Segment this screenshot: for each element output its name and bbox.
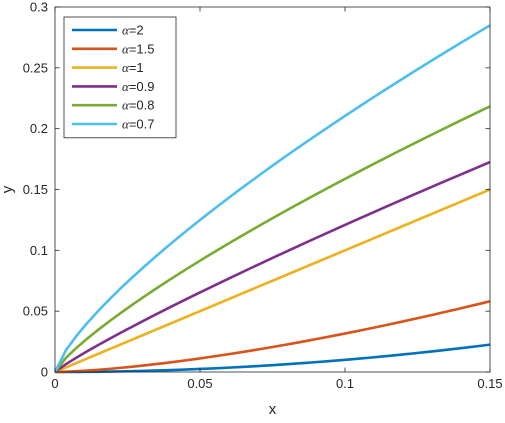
series-line-4 [53,105,491,373]
series-line-2 [54,188,491,374]
x-tick-label: 0.1 [336,376,354,391]
series-line-3 [54,160,491,374]
y-axis-label: y [0,185,16,193]
y-tick-label: 0.25 [23,60,48,75]
legend-label: α=1.5 [122,41,155,56]
ticks: 0 0.05 0.1 0.15 0 0.05 0.1 0.15 0.2 0.25 0.3 [23,0,503,391]
legend-label: α=0.9 [122,79,155,94]
y-tick-label: 0.1 [30,243,48,258]
y-tick-label: 0.3 [30,0,48,15]
legend-label: α=1 [122,60,144,75]
y-tick-label: 0.05 [23,304,48,319]
x-tick-label: 0 [51,376,58,391]
x-tick-label: 0.15 [477,376,502,391]
y-tick-label: 0.2 [30,121,48,136]
legend-label: α=2 [122,23,144,38]
y-tick-label: 0 [41,365,48,380]
legend-box [63,16,177,139]
x-axis-label: x [269,401,277,418]
legend-label: α=0.8 [122,98,155,113]
y-tick-label: 0.15 [23,182,48,197]
legend-label: α=0.7 [122,117,155,132]
series-line-5 [53,24,491,373]
legend: α=2 α=1.5 α=1 α=0.9 α=0.8 α=0.7 [63,16,177,139]
x-tick-label: 0.05 [187,376,212,391]
series-layer [53,24,491,374]
series-line-1 [54,300,491,374]
series-line-0 [54,343,491,374]
